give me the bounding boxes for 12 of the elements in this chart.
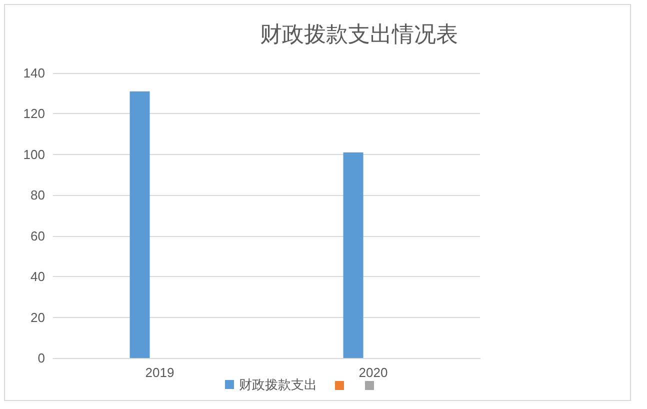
y-tick-label: 40 <box>30 269 45 284</box>
y-tick-label: 120 <box>23 106 45 122</box>
y-tick-label: 140 <box>23 66 45 80</box>
chart-title: 财政拨款支出情况表 <box>260 22 458 48</box>
y-tick-label: 80 <box>30 188 45 203</box>
y-tick-label: 20 <box>30 310 45 325</box>
y-tick-label: 60 <box>30 228 45 244</box>
x-tick-label: 2019 <box>145 365 174 380</box>
y-tick-label: 100 <box>23 146 45 162</box>
y-tick-label: 0 <box>38 350 45 366</box>
x-tick-label: 2020 <box>358 365 388 380</box>
legend-label: 财政拨款支出 <box>239 377 317 392</box>
